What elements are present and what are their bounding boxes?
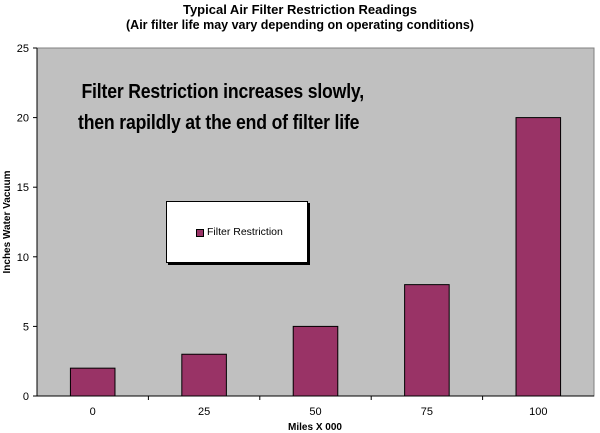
y-tick-label: 20 (17, 113, 29, 125)
chart-title: Typical Air Filter Restriction Readings (182, 2, 418, 17)
y-tick-label: 25 (17, 43, 29, 55)
x-tick-label: 0 (90, 406, 96, 418)
y-tick-label: 0 (23, 391, 29, 403)
legend: Filter Restriction (166, 201, 308, 263)
x-tick-label: 50 (309, 406, 321, 418)
y-tick-label: 15 (17, 182, 29, 194)
annotation-line-2: then rapildly at the end of filter life (78, 111, 360, 134)
bar (292, 325, 339, 397)
bar (181, 353, 227, 397)
y-tick-label: 10 (17, 252, 29, 264)
y-tick-label: 5 (23, 321, 29, 333)
x-axis-label: Miles X 000 (288, 422, 342, 433)
legend-label: Filter Restriction (207, 226, 283, 238)
x-tick-label: 25 (198, 406, 210, 418)
y-axis-label: Inches Water Vacuum (2, 170, 13, 273)
annotation-text: Filter Restriction increases slowly, the… (78, 76, 364, 138)
bar (515, 117, 562, 397)
annotation-line-1: Filter Restriction increases slowly, (81, 80, 364, 103)
legend-swatch (196, 229, 204, 237)
bar (69, 367, 116, 397)
bar (404, 284, 450, 397)
x-tick-label: 75 (421, 406, 433, 418)
chart-subtitle: (Air filter life may vary depending on o… (126, 18, 474, 32)
x-tick-label: 100 (529, 406, 547, 418)
